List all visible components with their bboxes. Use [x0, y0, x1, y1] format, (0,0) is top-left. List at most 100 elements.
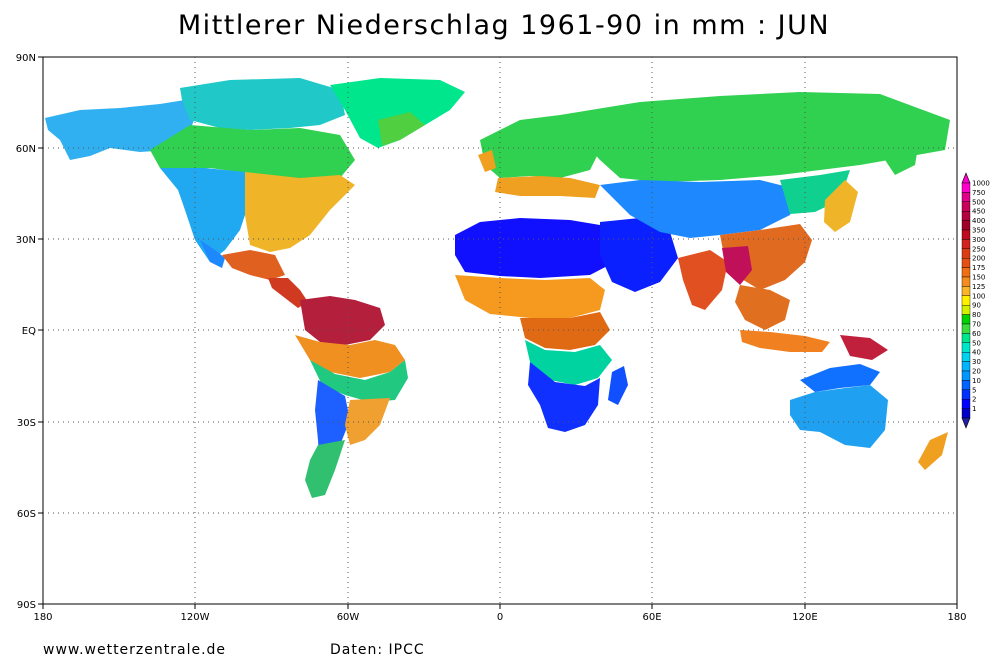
colorbar-arrow-top: [961, 172, 971, 184]
region-japan: [824, 180, 858, 232]
colorbar-swatch: [961, 295, 971, 306]
region-greenland-south: [378, 112, 425, 146]
colorbar-swatch: [961, 210, 971, 221]
colorbar-swatch: [961, 333, 971, 343]
colorbar-swatch: [961, 408, 971, 419]
region-africa-south: [528, 362, 600, 432]
region-new-zealand: [918, 432, 948, 470]
colorbar-label: 1: [972, 405, 976, 413]
region-australia-north: [800, 364, 880, 392]
region-russia: [560, 92, 950, 182]
region-greenland: [330, 78, 465, 148]
colorbar-label: 300: [972, 236, 985, 244]
colorbar-label: 50: [972, 339, 981, 347]
colorbar-swatch: [961, 286, 971, 296]
region-amazon: [300, 296, 385, 345]
colorbar-swatch: [961, 182, 971, 193]
colorbar-label: 10: [972, 377, 981, 385]
lon-label-120w: 120W: [181, 612, 210, 623]
lon-label-60e: 60E: [642, 612, 661, 623]
region-new-guinea: [840, 335, 888, 360]
lat-label-eq: EQ: [22, 326, 36, 337]
lat-label-60s: 60S: [17, 509, 36, 520]
colorbar-label: 90: [972, 302, 981, 310]
region-kamchatka: [880, 135, 920, 175]
colorbar-swatch: [961, 258, 971, 268]
axis-ticks: [38, 56, 958, 609]
lon-label-180w: 180: [33, 612, 52, 623]
colorbar-label: 150: [972, 274, 985, 282]
lat-label-30n: 30N: [16, 235, 36, 246]
colorbar-label: 350: [972, 227, 985, 235]
region-mexico: [222, 250, 285, 280]
colorbar-swatch: [961, 229, 971, 240]
colorbar-label: 2: [972, 396, 976, 404]
lat-label-90s: 90S: [17, 600, 36, 611]
colorbar-label: 1000: [972, 180, 990, 188]
region-arctic-canada: [180, 78, 345, 130]
region-europe-south: [495, 176, 600, 198]
colorbar-swatch: [961, 370, 971, 381]
colorbar-swatch: [961, 267, 971, 278]
lat-labels: 90N 60N 30N EQ 30S 60S 90S: [16, 53, 36, 611]
footer-site: www.wetterzentrale.de: [43, 642, 227, 658]
colorbar-swatch: [961, 201, 971, 212]
colorbar-label: 750: [972, 189, 985, 197]
colorbar-arrow-bottom: [961, 417, 971, 429]
land-layer: [45, 78, 950, 498]
region-us-east: [245, 172, 355, 252]
colorbar-label: 250: [972, 245, 985, 253]
colorbar-swatch: [961, 323, 971, 334]
region-south-america-green: [310, 360, 408, 402]
lon-label-120e: 120E: [792, 612, 817, 623]
colorbar-swatch: [961, 380, 971, 390]
region-central-asia: [600, 180, 800, 238]
region-madagascar: [608, 366, 628, 405]
region-south-america-east: [345, 398, 390, 445]
region-india: [678, 250, 728, 310]
region-mexico-dry: [200, 240, 225, 268]
colorbar-swatch: [961, 342, 971, 353]
region-central-america: [268, 278, 308, 308]
colorbar-swatch: [961, 248, 971, 259]
lon-label-60w: 60W: [337, 612, 360, 623]
colorbar-swatch: [961, 239, 971, 249]
colorbar-swatch: [961, 305, 971, 315]
colorbar: 1000750500450400350300250200175150125100…: [961, 172, 990, 429]
region-uk: [478, 150, 496, 172]
colorbar-swatch: [961, 352, 971, 362]
colorbar-swatch: [961, 389, 971, 400]
colorbar-swatch: [961, 314, 971, 325]
region-africa-green: [525, 340, 612, 385]
colorbar-label: 5: [972, 386, 976, 394]
lon-label-180e: 180: [947, 612, 966, 623]
region-sahel: [455, 275, 605, 318]
lon-labels: 180 120W 60W 0 60E 120E 180: [33, 612, 966, 623]
region-sahara: [455, 218, 620, 278]
colorbar-label: 30: [972, 358, 981, 366]
lon-label-0: 0: [497, 612, 503, 623]
region-arabia: [600, 218, 678, 292]
map-title: Mittlerer Niederschlag 1961-90 in mm : J…: [177, 10, 831, 41]
colorbar-label: 80: [972, 311, 981, 319]
colorbar-swatch: [961, 276, 971, 287]
colorbar-label: 70: [972, 321, 981, 329]
colorbar-swatch: [961, 220, 971, 231]
grid-lines: [43, 57, 957, 604]
colorbar-label: 400: [972, 217, 985, 225]
colorbar-label: 500: [972, 198, 985, 206]
region-europe: [480, 115, 600, 178]
footer-source: Daten: IPCC: [330, 642, 425, 658]
region-us-west: [160, 168, 250, 262]
colorbar-swatch: [961, 399, 971, 409]
colorbar-swatch: [961, 361, 971, 372]
colorbar-label: 175: [972, 264, 985, 272]
colorbar-label: 60: [972, 330, 981, 338]
region-south-america-south: [305, 440, 345, 498]
region-bangladesh: [722, 246, 752, 285]
lat-label-30s: 30S: [17, 418, 36, 429]
colorbar-label: 100: [972, 292, 985, 300]
colorbar-label: 40: [972, 349, 981, 357]
region-southeast-asia: [735, 285, 790, 330]
